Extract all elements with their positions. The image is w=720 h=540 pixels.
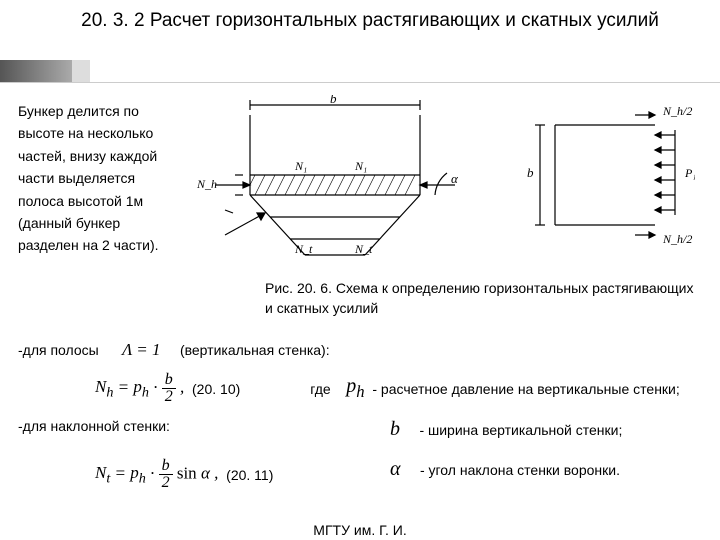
desc-alpha-row: α - угол наклона стенки воронки.	[390, 458, 620, 481]
lambda-eq: Λ = 1	[122, 340, 160, 359]
label-nh2-top: N_h/2	[662, 104, 692, 118]
desc-ph: - расчетное давление на вертикальные сте…	[372, 381, 679, 397]
figure-diagram: b	[195, 95, 695, 295]
row-strip-label: -для полосы Λ = 1 (вертикальная стенка):	[18, 340, 330, 360]
label-alpha: α	[451, 171, 459, 186]
formula-nh-row: Nh = ph · b2 , (20. 10) где ph - расчетн…	[95, 372, 695, 405]
intro-text: Бункер делится по высоте на несколько ча…	[18, 100, 178, 257]
header-line	[0, 82, 720, 83]
page-title: 20. 3. 2 Расчет горизонтальных растягива…	[50, 8, 690, 35]
label-p1: P₁	[684, 166, 695, 180]
label-n2: N₁	[354, 159, 367, 173]
label-b-top: b	[330, 95, 337, 106]
inclined-label: -для наклонной стенки:	[18, 418, 170, 434]
formula-nt-ref: (20. 11)	[226, 467, 273, 483]
symbol-alpha: α	[390, 458, 401, 480]
formula-nh: Nh = ph · b2 ,	[95, 372, 184, 405]
figure-caption: Рис. 20. 6. Схема к определению горизонт…	[265, 278, 695, 319]
where-label: где	[310, 381, 330, 397]
strip-tail: (вертикальная стенка):	[180, 342, 330, 358]
label-nt2: N_t	[354, 242, 373, 256]
strip-label: -для полосы	[18, 342, 99, 358]
formula-nt-row: Nt = ph · b2 sin α , (20. 11)	[95, 458, 273, 491]
symbol-b: b	[390, 418, 400, 440]
header-accent	[0, 60, 90, 82]
formula-nt: Nt = ph · b2 sin α ,	[95, 458, 218, 491]
label-nh2-bot: N_h/2	[662, 232, 692, 246]
formula-nh-ref: (20. 10)	[192, 381, 240, 397]
desc-b-row: b - ширина вертикальной стенки;	[390, 418, 622, 441]
footer-text: МГТУ им. Г. И.	[0, 522, 720, 538]
label-nh-left: N_h	[196, 177, 217, 191]
symbol-ph: ph	[346, 375, 364, 402]
label-nt1: N_t	[294, 242, 313, 256]
label-n1: N₁	[294, 159, 307, 173]
desc-alpha: - угол наклона стенки воронки.	[420, 462, 620, 478]
label-b-side: b	[527, 165, 534, 180]
desc-b: - ширина вертикальной стенки;	[419, 422, 622, 438]
